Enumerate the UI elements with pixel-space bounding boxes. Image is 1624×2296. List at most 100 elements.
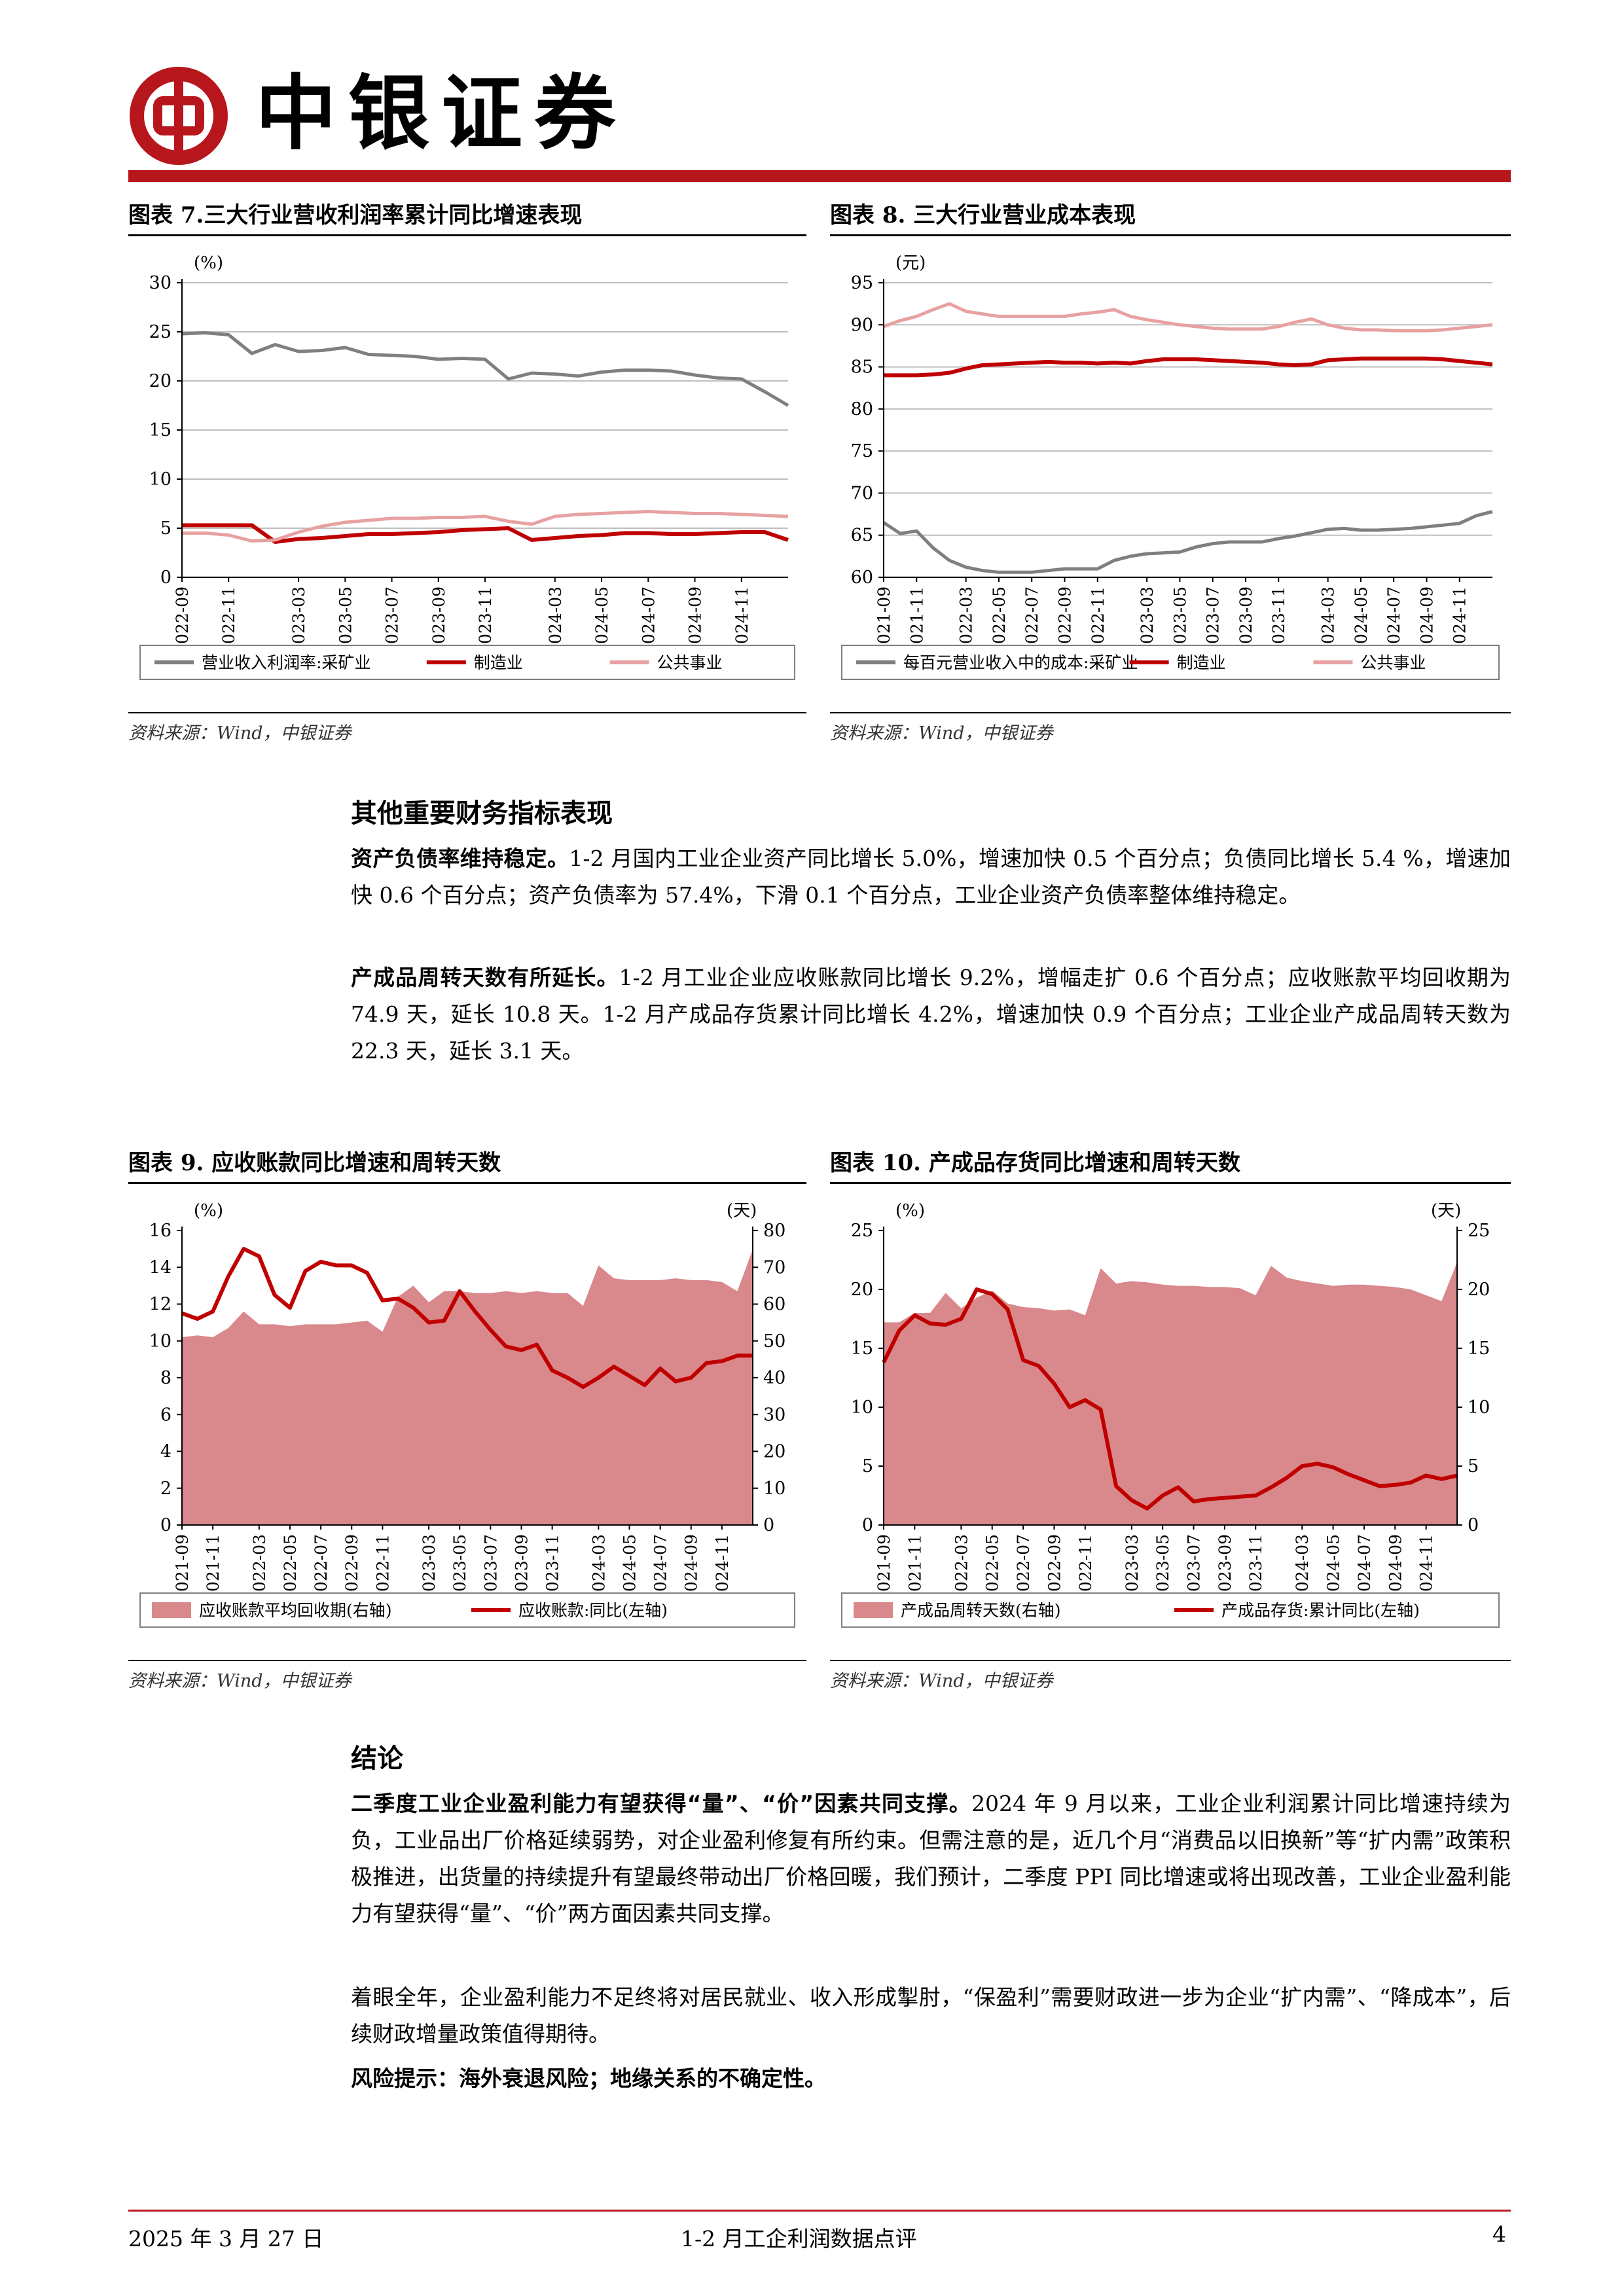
- y-tick-label: 0: [862, 1515, 873, 1535]
- line-series: [882, 1287, 1458, 1511]
- x-tick-label: 2021-11: [907, 586, 926, 655]
- x-tick-label: 2023-03: [289, 586, 308, 655]
- y2-tick-label: 20: [1468, 1280, 1490, 1300]
- x-tick-label: 2023-07: [1204, 586, 1223, 655]
- line-series: [882, 510, 1493, 574]
- x-tick-label: 2024-11: [713, 1534, 732, 1602]
- y-tick-label: 16: [149, 1221, 171, 1241]
- fig9-bottom-rule: [128, 1660, 806, 1661]
- x-tick-label: 2023-11: [476, 586, 495, 655]
- y-tick-label: 12: [149, 1295, 171, 1315]
- y-tick-label: 0: [160, 1515, 171, 1535]
- legend-box: [841, 1592, 1500, 1628]
- legend-swatch: [152, 1602, 191, 1618]
- y2-tick-label: 20: [763, 1442, 785, 1462]
- fig7-rule: [128, 234, 806, 236]
- x-tick-label: 2022-05: [281, 1534, 300, 1602]
- x-tick-label: 2024-09: [1386, 1534, 1405, 1602]
- x-tick-label: 2024-07: [1355, 1534, 1374, 1602]
- legend-label: 制造业: [1177, 653, 1226, 672]
- x-tick-label: 2024-05: [592, 586, 611, 655]
- section2-paragraph-1: 二季度工业企业盈利能力有望获得“量”、“价”因素共同支撑。2024 年 9 月以…: [351, 1785, 1511, 1932]
- fig8-rule: [830, 234, 1511, 236]
- section2-p1-text: 2024 年 9 月以来，工业企业利润累计同比增速持续为负，工业品出厂价格延续弱…: [351, 1791, 1511, 1926]
- area-series: [884, 1262, 1457, 1525]
- x-tick-label: 2022-03: [957, 586, 976, 655]
- x-tick-label: 2022-07: [312, 1534, 331, 1602]
- y-tick-label: 75: [851, 441, 873, 461]
- legend-label: 公共事业: [657, 653, 723, 672]
- fig9-rule: [128, 1182, 806, 1184]
- y-tick-label: 80: [851, 399, 873, 420]
- section2-paragraph-2: 着眼全年，企业盈利能力不足终将对居民就业、收入形成掣肘，“保盈利”需要财政进一步…: [351, 1979, 1511, 2053]
- y-tick-label: 0: [160, 567, 171, 588]
- legend-label: 每百元营业收入中的成本:采矿业: [903, 653, 1138, 672]
- left-axis-unit: (%): [194, 1201, 223, 1221]
- legend-label: 产成品周转天数(右轴): [901, 1601, 1061, 1620]
- x-tick-label: 2024-07: [639, 586, 658, 655]
- x-tick-label: 2024-07: [1384, 586, 1403, 655]
- section2-paragraph-3: 风险提示：海外衰退风险；地缘关系的不确定性。: [351, 2060, 1511, 2097]
- x-tick-label: 2024-05: [1352, 586, 1371, 655]
- legend-swatch: [854, 1602, 893, 1618]
- legend-box: [841, 645, 1500, 680]
- legend-box: [139, 645, 795, 680]
- y-tick-label: 95: [851, 273, 873, 293]
- x-tick-label: 2022-07: [1014, 1534, 1033, 1602]
- x-tick-label: 2022-11: [219, 586, 238, 655]
- right-axis-unit: (天): [727, 1201, 757, 1221]
- footer-date: 2025 年 3 月 27 日: [128, 2226, 324, 2251]
- x-tick-label: 2023-09: [1236, 586, 1255, 655]
- fig8-bottom-rule: [830, 712, 1511, 713]
- y2-tick-label: 70: [763, 1257, 785, 1278]
- section1-paragraph-1: 资产负债率维持稳定。1-2 月国内工业企业资产同比增长 5.0%，增速加快 0.…: [351, 840, 1511, 914]
- y-tick-label: 4: [160, 1442, 171, 1462]
- y-tick-label: 60: [851, 567, 873, 588]
- section2-p1-lead: 二季度工业企业盈利能力有望获得“量”、“价”因素共同支撑。: [351, 1791, 972, 1816]
- x-tick-label: 2023-09: [1216, 1534, 1235, 1602]
- fig8-title: 图表 8. 三大行业营业成本表现: [830, 202, 1136, 228]
- legend-label: 制造业: [474, 653, 523, 672]
- y-tick-label: 70: [851, 483, 873, 503]
- fig10-rule: [830, 1182, 1511, 1184]
- x-tick-label: 2023-03: [1123, 1534, 1142, 1602]
- y-tick-label: 25: [851, 1221, 873, 1241]
- x-tick-label: 2022-09: [1055, 586, 1074, 655]
- line-series: [182, 523, 789, 544]
- x-tick-label: 2022-11: [1076, 1534, 1095, 1602]
- y-tick-label: 2: [160, 1479, 171, 1499]
- section1-paragraph-2: 产成品周转天数有所延长。1-2 月工业企业应收账款同比增长 9.2%，增幅走扩 …: [351, 960, 1511, 1069]
- x-tick-label: 2024-03: [1293, 1534, 1312, 1602]
- fig7-title: 图表 7.三大行业营收利润率累计同比增速表现: [128, 202, 583, 228]
- x-tick-label: 2023-05: [1153, 1534, 1172, 1602]
- x-tick-label: 2024-11: [732, 586, 751, 655]
- x-tick-label: 2023-05: [336, 586, 355, 655]
- legend-label: 应收账款平均回收期(右轴): [199, 1601, 392, 1620]
- y2-tick-label: 10: [763, 1479, 785, 1499]
- y2-tick-label: 30: [763, 1405, 785, 1425]
- x-tick-label: 2024-03: [1319, 586, 1338, 655]
- line-series: [883, 302, 1493, 332]
- section1-title: 其他重要财务指标表现: [351, 798, 613, 829]
- legend-label: 营业收入利润率:采矿业: [202, 653, 370, 672]
- y-tick-label: 10: [851, 1397, 873, 1418]
- header-logo: [128, 65, 229, 166]
- x-tick-label: 2024-11: [1451, 586, 1470, 655]
- fig8-source: 资料来源：Wind，中银证券: [830, 723, 1053, 744]
- bank-of-china-logo-icon: [130, 67, 228, 165]
- y-tick-label: 30: [149, 273, 171, 293]
- y2-tick-label: 50: [763, 1331, 785, 1352]
- y-tick-label: 5: [160, 518, 171, 539]
- y-tick-label: 90: [851, 315, 873, 335]
- legend-box: [139, 1592, 795, 1628]
- y2-tick-label: 10: [1468, 1397, 1490, 1418]
- x-tick-label: 2023-07: [481, 1534, 500, 1602]
- legend-label: 产成品存货:累计同比(左轴): [1221, 1601, 1420, 1620]
- x-tick-label: 2024-09: [682, 1534, 701, 1602]
- x-tick-label: 2024-03: [546, 586, 565, 655]
- y-tick-label: 5: [862, 1456, 873, 1477]
- section1-p1-lead: 资产负债率维持稳定。: [351, 846, 569, 871]
- x-tick-label: 2022-03: [952, 1534, 971, 1602]
- x-tick-label: 2024-05: [1324, 1534, 1343, 1602]
- x-tick-label: 2024-09: [1417, 586, 1436, 655]
